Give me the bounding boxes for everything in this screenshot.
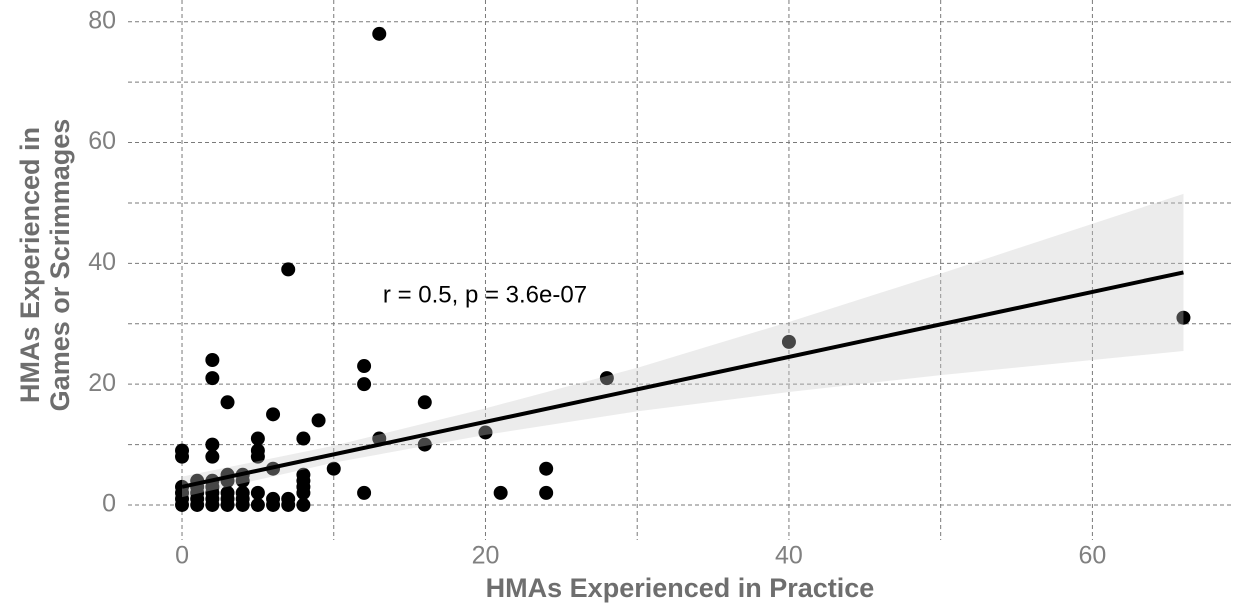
- confidence-band: [182, 193, 1184, 498]
- point: [266, 491, 281, 506]
- x-tick-label: 40: [775, 542, 803, 570]
- point: [539, 485, 554, 500]
- point: [220, 395, 235, 410]
- x-tick-label: 60: [1079, 542, 1107, 570]
- point: [205, 371, 220, 386]
- point: [326, 461, 341, 476]
- point: [372, 26, 387, 41]
- point: [220, 485, 235, 500]
- point: [205, 437, 220, 452]
- y-tick-label: 20: [88, 369, 116, 397]
- point: [205, 449, 220, 464]
- y-tick-label: 40: [88, 248, 116, 276]
- point: [417, 437, 432, 452]
- point: [357, 485, 372, 500]
- point: [175, 443, 190, 458]
- point: [311, 413, 326, 428]
- x-tick-label: 0: [175, 542, 189, 570]
- point: [250, 431, 265, 446]
- x-tick-label: 20: [472, 542, 500, 570]
- point: [296, 431, 311, 446]
- point: [281, 491, 296, 506]
- point: [205, 353, 220, 367]
- y-tick-label: 80: [88, 6, 116, 34]
- point: [296, 467, 311, 482]
- y-tick-label: 0: [102, 490, 116, 518]
- point: [539, 461, 554, 476]
- point: [357, 359, 372, 374]
- fit-line: [181, 270, 1184, 489]
- point: [250, 443, 265, 458]
- x-axis-title: HMAs Experienced in Practice: [486, 573, 875, 603]
- y-axis-title: HMAs Experienced in: [15, 127, 45, 403]
- point: [493, 485, 508, 500]
- y-axis-title: Games or Scrimmages: [45, 119, 75, 412]
- point: [1176, 310, 1191, 325]
- point: [250, 485, 265, 500]
- point: [357, 377, 372, 392]
- point: [296, 497, 311, 512]
- point: [281, 262, 296, 277]
- point: [250, 497, 265, 512]
- point: [478, 425, 493, 440]
- point: [266, 407, 281, 422]
- point: [599, 371, 614, 386]
- point: [235, 485, 250, 500]
- y-tick-label: 60: [88, 127, 116, 155]
- point: [417, 395, 432, 410]
- annotation: r = 0.5, p = 3.6e-07: [383, 281, 587, 308]
- point: [781, 334, 796, 349]
